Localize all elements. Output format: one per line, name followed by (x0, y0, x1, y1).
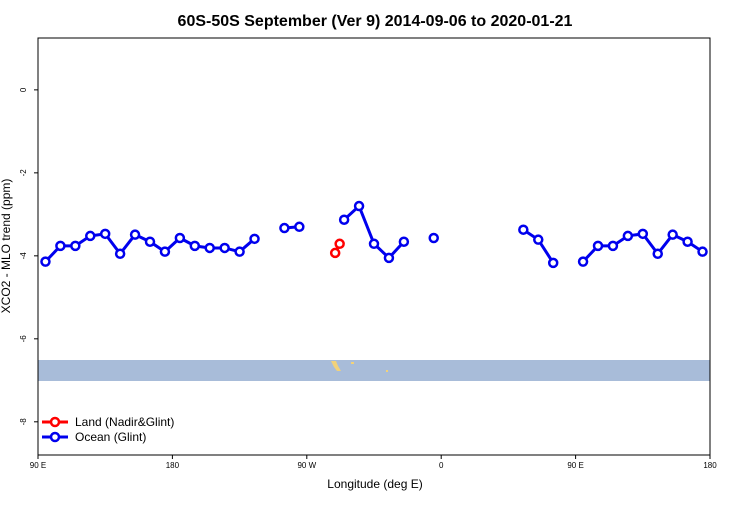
point (428, 232, 439, 244)
point (144, 236, 156, 247)
x-tick-label: 0 (439, 461, 444, 470)
land-shape (351, 362, 354, 364)
legend-label: Land (Nadir&Glint) (75, 415, 174, 429)
point (533, 234, 544, 245)
point (353, 200, 365, 212)
point (577, 256, 589, 267)
point (234, 246, 245, 257)
point (682, 236, 693, 247)
y-tick-label: 0 (19, 87, 28, 92)
x-tick-label: 90 E (30, 461, 46, 470)
point (547, 257, 559, 269)
point (592, 240, 604, 252)
x-tick-label: 180 (166, 461, 180, 470)
x-tick-label: 180 (703, 461, 717, 470)
land-shape (386, 370, 388, 372)
point (329, 247, 341, 259)
y-tick-label: -4 (19, 252, 28, 260)
point (518, 224, 529, 235)
point (279, 222, 290, 234)
point (697, 246, 708, 257)
point (622, 230, 634, 242)
plot-frame (37, 37, 711, 456)
point (189, 240, 201, 252)
map-band (38, 360, 710, 381)
point (40, 256, 51, 267)
point (129, 229, 141, 240)
point (159, 246, 171, 257)
point (70, 240, 81, 252)
chart-title: 60S-50S September (Ver 9) 2014-09-06 to … (178, 13, 573, 30)
point (249, 233, 260, 245)
point (114, 248, 126, 260)
point (294, 221, 305, 233)
point (219, 242, 230, 254)
x-tick-label: 90 W (297, 461, 316, 470)
point (607, 240, 619, 252)
point (99, 228, 111, 240)
point (204, 242, 215, 254)
point (383, 252, 395, 264)
point (85, 230, 96, 242)
y-tick-label: -2 (19, 169, 28, 177)
land-shape (331, 361, 341, 371)
point (398, 236, 410, 247)
point (174, 232, 186, 244)
point (55, 240, 66, 252)
point (652, 248, 663, 260)
point (338, 214, 350, 225)
legend-marker (49, 416, 61, 428)
series-line (44, 203, 704, 264)
y-tick-label: -8 (19, 418, 28, 426)
point (368, 238, 380, 250)
legend-marker (49, 431, 61, 443)
y-tick-label: -6 (19, 335, 28, 343)
x-axis-label: Longitude (deg E) (327, 477, 422, 491)
point (334, 238, 345, 250)
legend-label: Ocean (Glint) (75, 430, 146, 444)
point (637, 228, 649, 240)
x-tick-label: 90 E (567, 461, 583, 470)
y-axis-label: XCO2 - MLO trend (ppm) (0, 179, 13, 314)
point (667, 229, 678, 240)
